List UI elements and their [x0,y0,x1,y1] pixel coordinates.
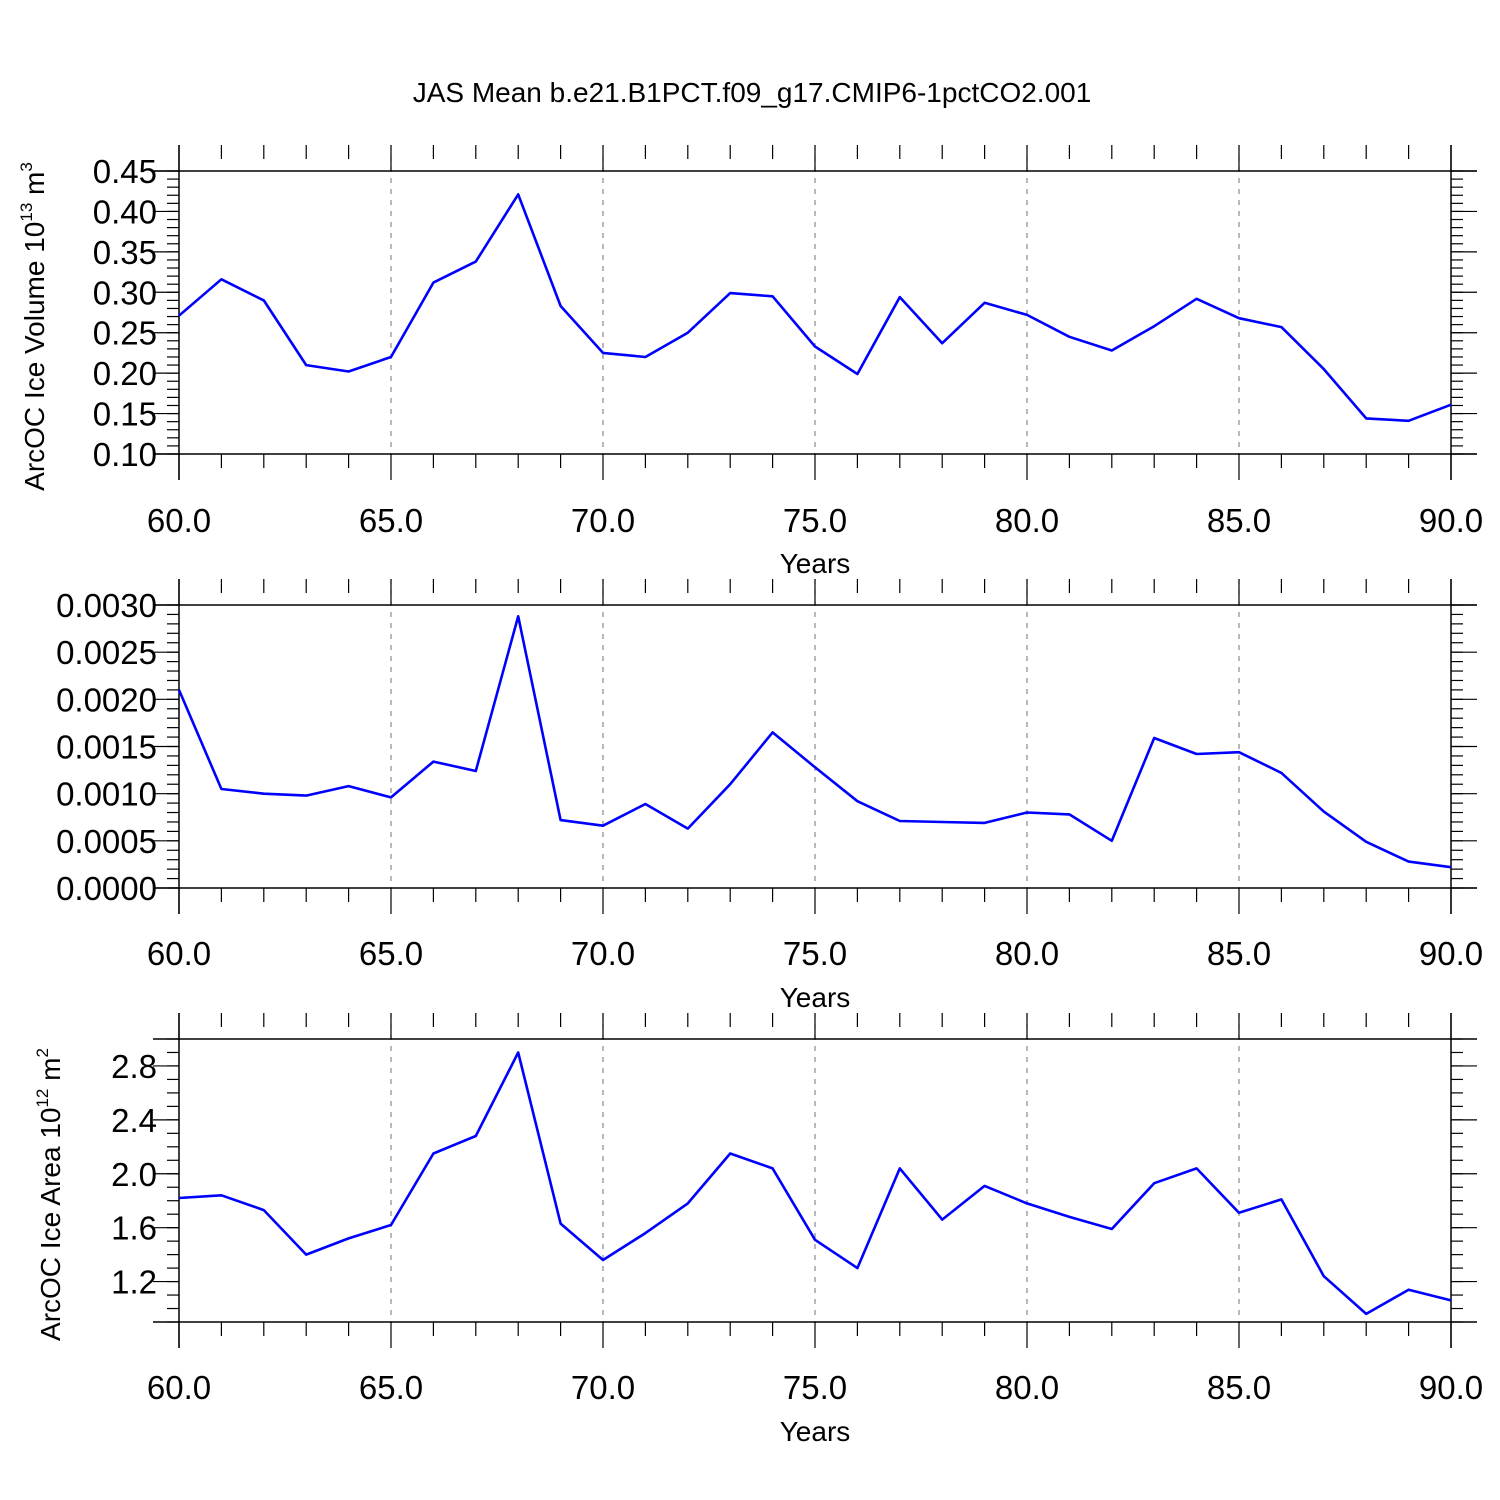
x-tick-label: 80.0 [995,1369,1059,1406]
x-tick-label: 85.0 [1207,502,1271,539]
x-tick-label: 75.0 [783,502,847,539]
figure-title: JAS Mean b.e21.B1PCT.f09_g17.CMIP6-1pctC… [413,77,1092,108]
x-tick-label: 65.0 [359,935,423,972]
y-tick-label: 0.15 [93,396,157,433]
panel-3: 1.2 1.6 2.0 2.4 2.8 60.0 65.0 70.0 75.0 80.0 85.0 9… [33,1013,1483,1447]
x-tick-label: 60.0 [147,1369,211,1406]
series-line-1 [178,193,1452,423]
x-tick-label: 70.0 [571,1369,635,1406]
x-tick-label: 75.0 [783,1369,847,1406]
y-tick-label: 0.25 [93,315,157,352]
x-tick-label: 65.0 [359,502,423,539]
y-tick-label: 0.0015 [56,729,157,766]
series-line-1 [177,614,1452,869]
y-tick-label: 0.10 [93,436,157,473]
y-tick-label: 0.0010 [56,776,157,813]
y-tick-label: 0.30 [93,274,157,311]
panels: 0.100.15 0.200.25 0.300.35 0.400.45 60.0 65.0… [17,145,1483,1447]
series-line-1 [178,1051,1452,1316]
x-axis-title: Years [780,982,851,1013]
y-tick-label: 0.0005 [56,823,157,860]
y-tick-label: 2.8 [111,1048,157,1085]
y-tick-label: 2.0 [111,1156,157,1193]
y-axis-title: ArcOC Ice Volume 1013 m3 [17,162,50,491]
y-tick-label: 0.0025 [56,634,157,671]
x-tick-label: 90.0 [1419,502,1483,539]
x-axis-title: Years [780,1416,851,1447]
y-tick-label: 1.2 [111,1264,157,1301]
x-axis-title: Years [780,548,851,579]
x-tick-label: 70.0 [571,502,635,539]
x-tick-label: 65.0 [359,1369,423,1406]
x-tick-label: 90.0 [1419,1369,1483,1406]
y-tick-label: 0.20 [93,355,157,392]
x-tick-label: 90.0 [1419,935,1483,972]
y-tick-label: 0.45 [93,153,157,190]
y-tick-label: 0.40 [93,193,157,230]
y-tick-label: 1.6 [111,1210,157,1247]
panel-2: 0.0000 0.0005 0.0010 0.0015 0.0020 0.0025 0.00… [56,579,1483,1013]
y-tick-label: 2.4 [111,1102,157,1139]
x-tick-label: 85.0 [1207,935,1271,972]
x-tick-label: 60.0 [147,502,211,539]
y-tick-label: 0.0000 [56,870,157,907]
x-tick-label: 80.0 [995,502,1059,539]
x-tick-label: 60.0 [147,935,211,972]
y-tick-label: 0.0020 [56,681,157,718]
y-tick-label: 0.0030 [56,587,157,624]
x-tick-label: 80.0 [995,935,1059,972]
y-axis-title: ArcOC Ice Area 1012 m2 [33,1048,66,1341]
x-tick-label: 85.0 [1207,1369,1271,1406]
x-tick-label: 75.0 [783,935,847,972]
x-tick-label: 70.0 [571,935,635,972]
panel-1: 0.100.15 0.200.25 0.300.35 0.400.45 60.0 65.0… [17,145,1483,579]
y-tick-label: 0.35 [93,234,157,271]
